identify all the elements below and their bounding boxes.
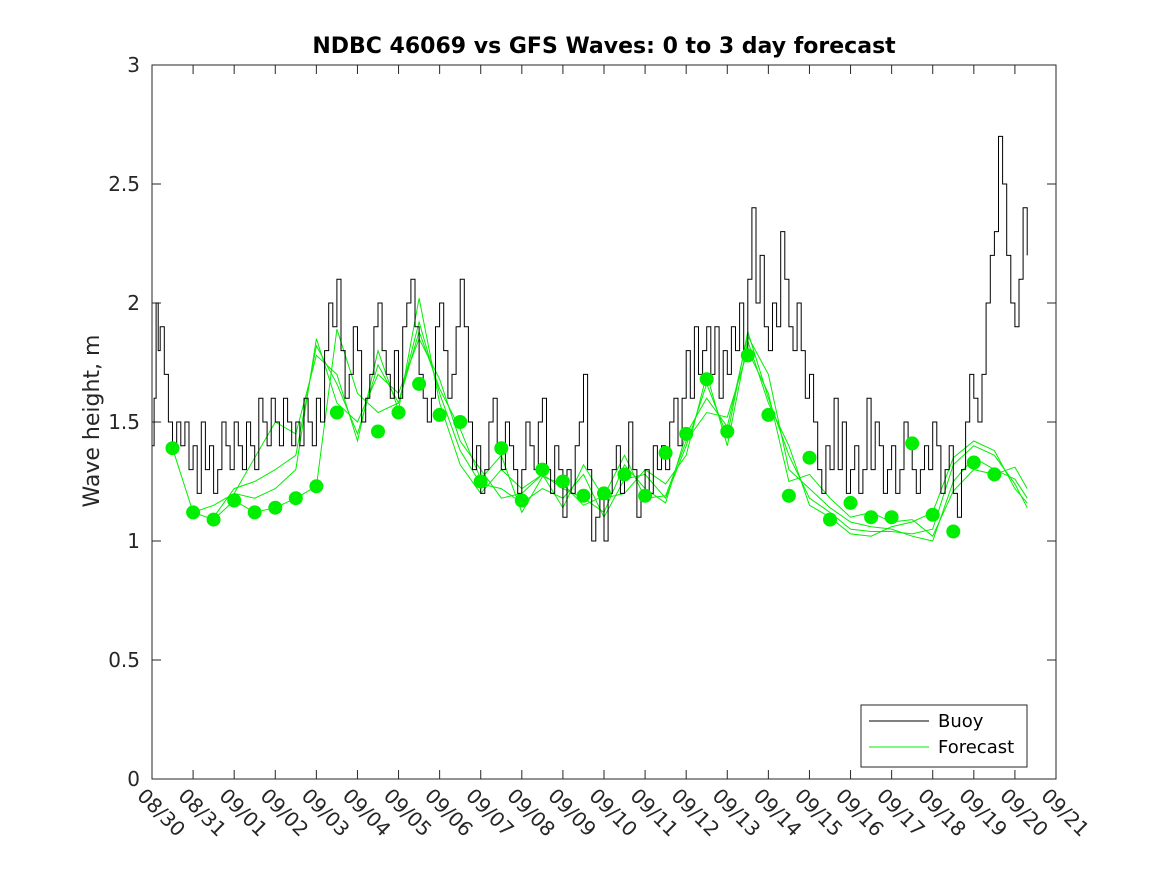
forecast-marker xyxy=(597,486,611,501)
forecast-marker xyxy=(371,424,385,439)
forecast-marker xyxy=(186,505,201,520)
forecast-marker xyxy=(329,405,344,420)
forecast-marker xyxy=(987,467,1002,482)
forecast-marker xyxy=(638,488,653,503)
forecast-marker xyxy=(946,524,961,539)
forecast-marker xyxy=(864,510,879,525)
y-tick-label: 1.5 xyxy=(108,410,140,434)
y-tick-label: 1 xyxy=(127,529,140,553)
forecast-marker xyxy=(391,405,406,420)
forecast-marker xyxy=(494,441,509,456)
buoy-series xyxy=(152,135,1028,542)
legend-forecast-label: Forecast xyxy=(938,737,1014,758)
legend: Buoy Forecast xyxy=(860,704,1028,768)
plot-area xyxy=(152,135,1028,542)
y-axis-ticks: 0 0.5 1 1.5 2 2.5 3 xyxy=(108,53,1056,791)
forecast-marker xyxy=(740,348,755,363)
legend-buoy-label: Buoy xyxy=(938,711,984,732)
forecast-marker xyxy=(802,450,817,465)
forecast-marker xyxy=(699,372,714,387)
forecast-marker xyxy=(473,474,488,489)
forecast-marker xyxy=(453,415,468,429)
axes-box xyxy=(151,64,1057,780)
y-tick-label: 3 xyxy=(127,53,140,77)
forecast-line xyxy=(192,334,1028,542)
forecast-marker xyxy=(658,445,673,460)
forecast-marker xyxy=(555,474,570,489)
forecast-marker xyxy=(206,512,221,527)
forecast-marker xyxy=(925,507,940,522)
forecast-marker xyxy=(247,505,262,520)
forecast-marker xyxy=(227,493,242,508)
forecast-marker xyxy=(288,491,303,506)
forecast-marker xyxy=(781,488,796,503)
forecast-marker xyxy=(843,495,858,510)
y-tick-label: 2.5 xyxy=(108,172,140,196)
buoy-line xyxy=(152,135,1028,542)
forecast-line xyxy=(233,298,1028,537)
forecast-marker xyxy=(966,455,981,470)
forecast-marker xyxy=(905,436,920,451)
forecast-marker xyxy=(679,426,694,441)
forecast-markers xyxy=(165,348,1002,539)
forecast-marker xyxy=(720,424,735,439)
y-tick-label: 2 xyxy=(127,291,140,315)
forecast-marker xyxy=(576,488,591,503)
legend-box xyxy=(860,704,1028,768)
forecast-marker xyxy=(514,493,529,508)
forecast-marker xyxy=(412,376,427,391)
forecast-marker xyxy=(165,441,180,456)
forecast-marker xyxy=(761,407,776,422)
forecast-marker xyxy=(309,479,324,494)
y-tick-label: 0 xyxy=(127,767,140,791)
y-axis-label: Wave height, m xyxy=(80,335,105,508)
forecast-marker xyxy=(617,467,632,482)
forecast-marker xyxy=(535,462,550,477)
y-tick-label: 0.5 xyxy=(108,648,140,672)
forecast-marker xyxy=(268,500,283,515)
forecast-marker xyxy=(884,510,899,525)
forecast-marker xyxy=(432,407,447,422)
chart-title: NDBC 46069 vs GFS Waves: 0 to 3 day fore… xyxy=(312,34,896,59)
forecast-marker xyxy=(823,512,837,527)
